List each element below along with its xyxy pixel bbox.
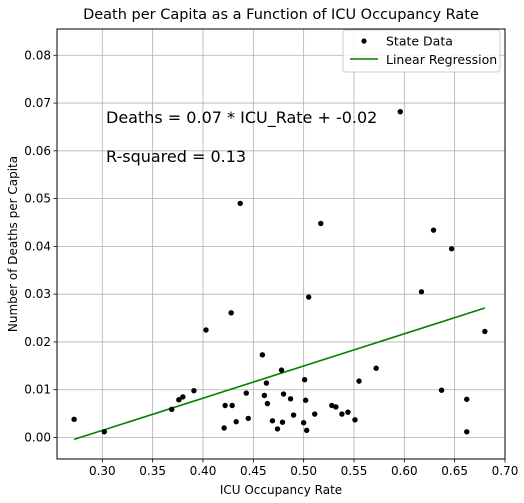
x-tick-label: 0.60 [391, 464, 418, 478]
legend-label-linear-regression: Linear Regression [386, 52, 497, 67]
data-point [482, 328, 488, 335]
data-point [233, 419, 239, 425]
y-tick-label: 0.02 [24, 335, 51, 349]
data-point [345, 409, 351, 415]
data-point [222, 402, 228, 409]
data-point [203, 327, 209, 333]
data-point [430, 227, 437, 233]
data-point [287, 396, 294, 402]
x-tick-label: 0.70 [492, 464, 519, 478]
y-tick-label: 0.06 [24, 144, 51, 158]
regression-equation-annotation: Deaths = 0.07 * ICU_Rate + -0.02 [106, 108, 377, 128]
data-point [339, 411, 345, 417]
data-point [264, 400, 271, 407]
data-point [301, 376, 308, 383]
regression-line-layer [73, 307, 486, 441]
data-point [278, 367, 285, 373]
data-point [229, 402, 235, 409]
x-tick-label: 0.55 [341, 464, 368, 478]
chart-title: Death per Capita as a Function of ICU Oc… [83, 7, 479, 23]
y-tick-label: 0.00 [24, 431, 51, 445]
y-axis-label: Number of Deaths per Capita [6, 156, 20, 332]
x-tick-label: 0.45 [240, 464, 267, 478]
data-point [464, 429, 470, 435]
data-point [318, 220, 324, 227]
y-tick-label: 0.07 [24, 96, 51, 110]
legend-box [342, 29, 501, 73]
grid [57, 29, 505, 459]
data-point [464, 396, 470, 402]
data-point [448, 246, 455, 252]
data-point [221, 425, 227, 431]
data-point [243, 390, 249, 396]
data-point [191, 387, 197, 394]
x-tick-label: 0.65 [441, 464, 468, 478]
y-tick-label: 0.08 [24, 48, 51, 62]
data-point [352, 417, 358, 423]
data-point [373, 365, 379, 371]
data-point [397, 108, 403, 115]
x-tick-label: 0.50 [290, 464, 317, 478]
regression-line [73, 307, 486, 441]
data-point [71, 416, 77, 423]
plot-area-frame [56, 28, 506, 460]
data-point [259, 352, 266, 358]
data-point [438, 387, 445, 393]
data-point [302, 397, 309, 403]
x-tick-label: 0.40 [190, 464, 217, 478]
legend: State Data Linear Regression [342, 29, 501, 73]
data-point [356, 378, 362, 384]
y-tick-label: 0.05 [24, 192, 51, 206]
data-point [305, 294, 312, 300]
data-point [228, 310, 234, 316]
x-axis-ticks: 0.30 0.35 0.40 0.45 0.50 0.55 0.60 0.65 0.70 [89, 459, 518, 478]
x-axis-label: ICU Occupancy Rate [220, 483, 342, 497]
y-tick-label: 0.04 [24, 239, 51, 253]
x-tick-label: 0.30 [89, 464, 116, 478]
data-point [279, 419, 286, 425]
y-axis-ticks: 0.00 0.01 0.02 0.03 0.04 0.05 0.06 0.07 0.08 [24, 48, 57, 445]
data-point [280, 391, 287, 397]
data-point [263, 380, 270, 386]
r-squared-annotation: R-squared = 0.13 [106, 147, 246, 166]
data-point [333, 404, 339, 410]
y-tick-label: 0.01 [24, 383, 51, 397]
scatter-points-layer [71, 108, 488, 435]
data-point [269, 418, 276, 424]
data-point [290, 412, 297, 418]
data-point [180, 394, 186, 400]
data-point [300, 419, 307, 426]
data-point [312, 411, 318, 417]
data-point [245, 415, 251, 422]
legend-label-state-data: State Data [386, 34, 453, 49]
data-point [169, 406, 175, 413]
data-point [261, 392, 268, 399]
legend-marker-state-data [361, 38, 367, 44]
y-tick-label: 0.03 [24, 287, 51, 301]
data-point [418, 289, 425, 295]
x-tick-label: 0.35 [139, 464, 166, 478]
data-point [274, 426, 281, 432]
data-point [237, 200, 243, 207]
data-point [303, 427, 310, 434]
data-point [176, 397, 182, 403]
data-point [101, 429, 108, 435]
